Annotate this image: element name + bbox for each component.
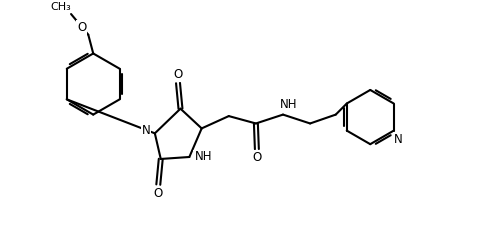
Text: NH: NH (280, 98, 298, 111)
Text: O: O (154, 187, 163, 200)
Text: O: O (252, 151, 261, 164)
Text: N: N (142, 124, 151, 137)
Text: NH: NH (194, 150, 212, 163)
Text: O: O (173, 68, 182, 81)
Text: N: N (394, 133, 403, 146)
Text: O: O (77, 21, 86, 34)
Text: CH₃: CH₃ (51, 2, 72, 12)
